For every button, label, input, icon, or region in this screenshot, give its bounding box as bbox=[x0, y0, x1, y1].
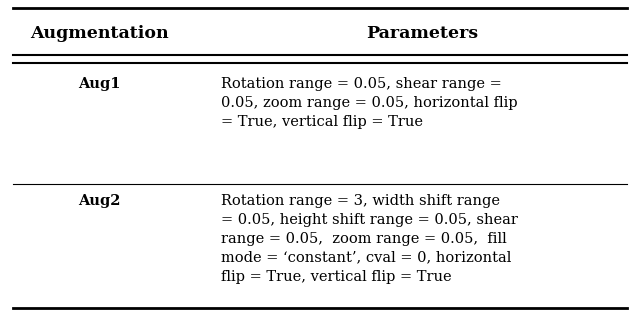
Text: Aug1: Aug1 bbox=[78, 77, 120, 91]
Text: Aug2: Aug2 bbox=[78, 194, 120, 208]
Text: Augmentation: Augmentation bbox=[30, 25, 168, 42]
Text: Rotation range = 0.05, shear range =
0.05, zoom range = 0.05, horizontal flip
= : Rotation range = 0.05, shear range = 0.0… bbox=[221, 77, 517, 129]
Text: Rotation range = 3, width shift range
= 0.05, height shift range = 0.05, shear
r: Rotation range = 3, width shift range = … bbox=[221, 194, 518, 284]
Text: Parameters: Parameters bbox=[366, 25, 479, 42]
